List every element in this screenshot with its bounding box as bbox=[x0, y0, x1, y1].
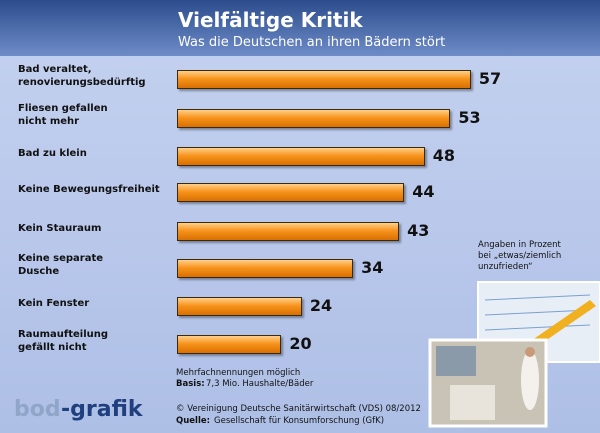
bar bbox=[177, 109, 451, 128]
source-text: Gesellschaft für Konsumforschung (GfK) bbox=[214, 416, 385, 426]
header-band bbox=[0, 0, 600, 56]
photo-bathroom bbox=[428, 338, 548, 428]
note: Angaben in Prozent bei „etwas/ziemlich u… bbox=[478, 240, 562, 272]
category-label: Bad veraltet, renovierungsbedürftig bbox=[18, 64, 146, 88]
logo-part: bod bbox=[14, 397, 61, 422]
bar bbox=[177, 222, 400, 241]
category-label: Raumaufteilung gefällt nicht bbox=[18, 329, 109, 353]
value-label: 43 bbox=[407, 221, 430, 240]
source-label: Quelle: bbox=[176, 416, 211, 426]
chart-title: Vielfältige Kritik bbox=[178, 8, 363, 32]
category-label: Kein Fenster bbox=[18, 297, 90, 309]
bar bbox=[177, 70, 471, 89]
value-label: 34 bbox=[361, 258, 384, 277]
bar bbox=[177, 183, 405, 202]
base-label: Basis: bbox=[176, 379, 205, 389]
copyright: © Vereinigung Deutsche Sanitärwirtschaft… bbox=[176, 404, 421, 414]
bar bbox=[177, 335, 282, 354]
category-label: Kein Stauraum bbox=[18, 222, 102, 234]
bar bbox=[177, 259, 354, 278]
category-label: Keine separate Dusche bbox=[18, 253, 104, 277]
chart-subtitle: Was die Deutschen an ihren Bädern stört bbox=[178, 35, 446, 50]
bar bbox=[177, 147, 425, 166]
value-label: 53 bbox=[458, 108, 481, 127]
logo-part: -grafik bbox=[61, 397, 143, 422]
value-label: 48 bbox=[432, 146, 456, 165]
base-text: 7,3 Mio. Haushalte/Bäder bbox=[206, 379, 314, 389]
value-label: 20 bbox=[289, 334, 312, 353]
category-label: Keine Bewegungsfreiheit bbox=[18, 183, 160, 195]
value-label: 57 bbox=[478, 69, 502, 88]
value-label: 24 bbox=[309, 296, 333, 315]
value-label: 44 bbox=[412, 182, 435, 201]
category-label: Fliesen gefallen nicht mehr bbox=[18, 103, 108, 127]
footnote: Mehrfachnennungen möglich bbox=[176, 368, 301, 378]
category-label: Bad zu klein bbox=[18, 147, 87, 159]
bar bbox=[177, 297, 302, 316]
